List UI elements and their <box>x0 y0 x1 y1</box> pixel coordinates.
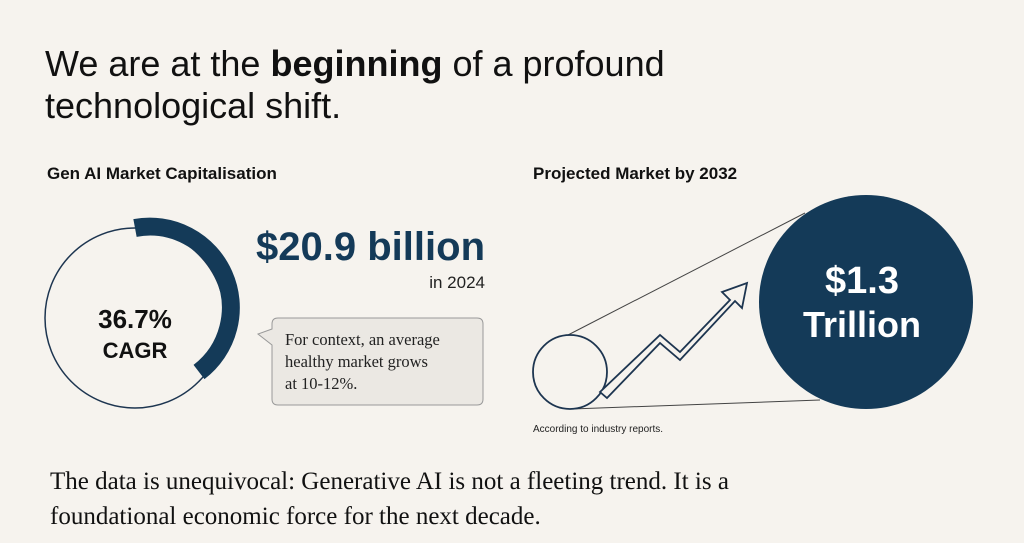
headline: technological shift. <box>45 85 341 126</box>
source-note: According to industry reports. <box>533 424 663 435</box>
amount-year: in 2024 <box>429 273 485 292</box>
projection-line <box>571 399 821 410</box>
section-title: Gen AI Market Capitalisation <box>47 164 277 183</box>
headline-emphasis: beginning <box>270 43 442 84</box>
headline-text: of a profound <box>442 43 664 84</box>
callout-text: healthy market grows <box>285 352 428 371</box>
amount: $20.9 billion <box>256 225 485 269</box>
footer-text: foundational economic force for the next… <box>50 503 541 530</box>
callout-text: For context, an average <box>285 330 440 349</box>
projection-line <box>567 212 806 336</box>
projected-unit: Trillion <box>803 304 921 345</box>
big-circle <box>759 195 973 409</box>
small-circle <box>532 334 608 410</box>
headline: We are at the beginning of a profound <box>45 43 665 84</box>
projected-amount: $1.3 <box>825 260 899 302</box>
ring-arc <box>133 217 240 380</box>
headline-text: We are at the <box>45 43 270 84</box>
growth-arrow <box>598 281 749 400</box>
footer-text: The data is unequivocal: Generative AI i… <box>50 468 729 495</box>
ring-value: 36.7% <box>98 304 172 334</box>
callout-text: at 10-12%. <box>285 374 357 393</box>
callout-box <box>256 317 484 406</box>
section-title: Projected Market by 2032 <box>533 164 737 183</box>
ring-label: CAGR <box>103 338 168 363</box>
